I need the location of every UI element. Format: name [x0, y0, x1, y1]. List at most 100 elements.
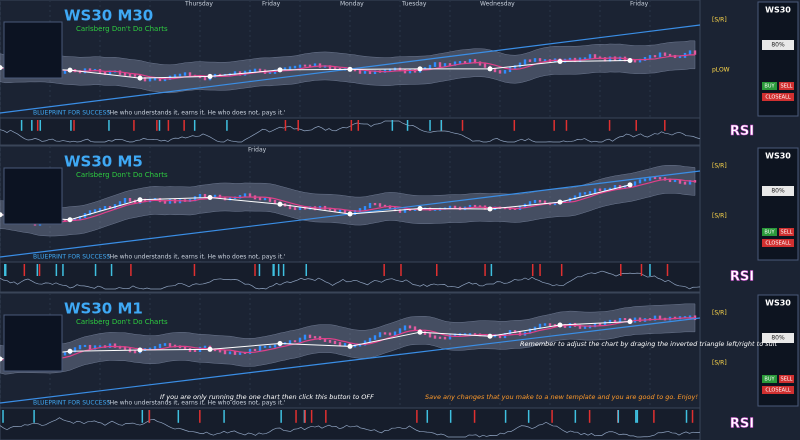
swing-point: [627, 182, 633, 188]
candle: [668, 53, 672, 57]
candle: [613, 185, 617, 190]
candle: [173, 74, 177, 78]
rsi-spike: [400, 264, 402, 276]
candle: [148, 347, 152, 351]
rsi-spike: [649, 264, 651, 276]
sell-button[interactable]: [779, 375, 794, 383]
swing-point: [67, 217, 73, 223]
buy-button[interactable]: [762, 228, 777, 236]
candle: [358, 343, 362, 347]
candle: [478, 61, 482, 66]
candle: [468, 333, 472, 336]
rsi-spike: [280, 410, 282, 423]
candle: [653, 176, 657, 180]
candle: [248, 193, 252, 198]
candle: [368, 202, 372, 209]
candle: [478, 205, 482, 208]
swing-point: [487, 333, 493, 339]
rsi-spike: [38, 264, 41, 276]
rsi-spike: [685, 410, 688, 423]
buy-label[interactable]: BUY: [764, 84, 775, 90]
sell-label[interactable]: SELL: [781, 230, 793, 236]
closeall-label[interactable]: CLOSEALL: [765, 388, 791, 394]
candle: [333, 340, 337, 345]
candle: [343, 209, 347, 214]
rsi-spike: [620, 264, 622, 276]
rsi-spike: [551, 410, 553, 423]
candle: [528, 59, 532, 62]
candle: [678, 55, 682, 59]
candle: [328, 207, 332, 211]
swing-point: [627, 319, 633, 325]
chart-title: WS30 M1: [64, 300, 143, 318]
buy-label[interactable]: BUY: [764, 377, 775, 383]
candle: [513, 65, 517, 69]
rsi-spike: [133, 120, 135, 131]
candle: [398, 209, 402, 213]
candle: [308, 64, 312, 68]
candle: [103, 206, 107, 211]
rsi-spike: [193, 264, 196, 276]
rsi-spike: [664, 120, 666, 131]
candle: [463, 61, 467, 64]
closeall-label[interactable]: CLOSEALL: [765, 241, 791, 247]
candle: [203, 345, 207, 349]
candle: [658, 315, 662, 320]
day-label: Friday: [262, 1, 281, 8]
buy-button[interactable]: [762, 375, 777, 383]
rsi-spike: [429, 120, 431, 131]
closeall-label[interactable]: CLOSEALL: [765, 95, 791, 101]
candle: [533, 199, 537, 204]
candle: [603, 188, 607, 192]
candle: [408, 68, 412, 74]
candle: [543, 323, 547, 326]
candle: [198, 193, 202, 199]
rsi-spike: [193, 120, 196, 131]
rsi-spike: [473, 410, 476, 423]
buy-button[interactable]: [762, 82, 777, 90]
candle: [653, 55, 657, 58]
level-label: pLOW: [712, 67, 730, 74]
closeall-button[interactable]: [762, 239, 794, 247]
rsi-spike: [73, 120, 75, 131]
rsi-spike: [108, 120, 110, 131]
rsi-spike: [588, 410, 591, 423]
buy-label[interactable]: BUY: [764, 230, 775, 236]
candle: [333, 208, 337, 213]
sell-label[interactable]: SELL: [781, 84, 793, 90]
sell-button[interactable]: [779, 82, 794, 90]
closeall-button[interactable]: [762, 386, 794, 394]
candle: [88, 344, 92, 350]
candle: [598, 188, 602, 192]
candle: [213, 194, 217, 199]
rsi-spike: [273, 264, 275, 276]
rsi-spike: [531, 264, 534, 276]
candle: [563, 200, 567, 204]
rsi-spike: [391, 120, 394, 131]
candle: [438, 336, 442, 339]
rsi-spike: [560, 264, 563, 276]
candle: [643, 178, 647, 182]
sell-button[interactable]: [779, 228, 794, 236]
pct: 80%: [771, 188, 785, 195]
rsi-spike: [258, 264, 261, 276]
candle: [528, 328, 532, 334]
chart-subtitle: Carlsberg Don't Do Charts: [76, 171, 168, 179]
candle: [303, 334, 307, 340]
quote: 'He who understands it, earns it. He who…: [108, 254, 286, 261]
candle: [178, 73, 182, 77]
sell-label[interactable]: SELL: [781, 377, 793, 383]
closeall-button[interactable]: [762, 93, 794, 101]
candle: [423, 331, 427, 335]
level-label: [S/R]: [712, 17, 727, 24]
candle: [193, 349, 197, 352]
candle: [393, 331, 397, 336]
candle: [63, 352, 67, 356]
swing-point: [277, 67, 283, 73]
rsi-spike: [653, 410, 655, 423]
candle: [63, 70, 67, 74]
candle: [83, 344, 87, 348]
candle: [623, 185, 627, 189]
chart-subtitle: Carlsberg Don't Do Charts: [76, 318, 168, 326]
candle: [248, 69, 252, 73]
